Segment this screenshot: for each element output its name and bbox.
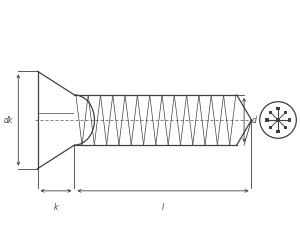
- Bar: [269, 111, 272, 114]
- Bar: [288, 118, 291, 122]
- Text: k: k: [54, 203, 58, 212]
- Bar: [284, 126, 287, 129]
- Bar: [276, 107, 280, 110]
- Bar: [284, 111, 287, 114]
- Text: d: d: [251, 115, 256, 125]
- Bar: [269, 126, 272, 129]
- Bar: [265, 118, 268, 122]
- Text: dk: dk: [4, 115, 13, 125]
- Text: l: l: [162, 203, 164, 212]
- Bar: [276, 118, 280, 122]
- Bar: [276, 130, 280, 133]
